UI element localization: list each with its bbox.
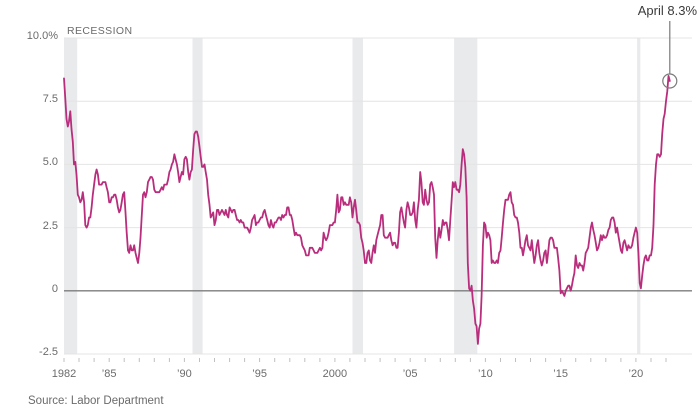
- endpoint-marker-circle: [662, 73, 678, 89]
- x-axis-tick-label: ’95: [252, 368, 267, 380]
- x-axis-tick-label: ’10: [478, 368, 493, 380]
- recession-band: [352, 38, 363, 354]
- recession-band: [637, 38, 641, 354]
- y-axis-tick-label: -2.5: [39, 346, 58, 358]
- x-axis-tick-label: ’05: [402, 368, 418, 380]
- x-axis-tick-label: 2000: [322, 368, 348, 380]
- recession-legend-label: RECESSION: [67, 25, 133, 37]
- x-axis-tick-label: ’15: [553, 368, 568, 380]
- x-axis-tick-label: ’90: [177, 368, 192, 380]
- x-axis-tick-label: ’85: [101, 368, 117, 380]
- y-axis-tick-label: 2.5: [42, 219, 58, 232]
- y-axis-tick-label: 10.0%: [26, 30, 58, 42]
- endpoint-annotation-label: April 8.3%: [637, 3, 697, 18]
- source-attribution: Source: Labor Department: [28, 395, 164, 407]
- y-axis-tick-label: 5.0: [42, 156, 58, 169]
- y-axis-tick-label: 0: [51, 282, 58, 295]
- cpi-series-line: [63, 75, 671, 345]
- x-axis-tick-label: ’20: [628, 368, 644, 380]
- y-axis-tick-label: 7.5: [42, 93, 58, 106]
- x-axis-tick-label: 1982: [51, 368, 77, 380]
- recession-band: [192, 38, 203, 354]
- recession-band: [64, 38, 78, 354]
